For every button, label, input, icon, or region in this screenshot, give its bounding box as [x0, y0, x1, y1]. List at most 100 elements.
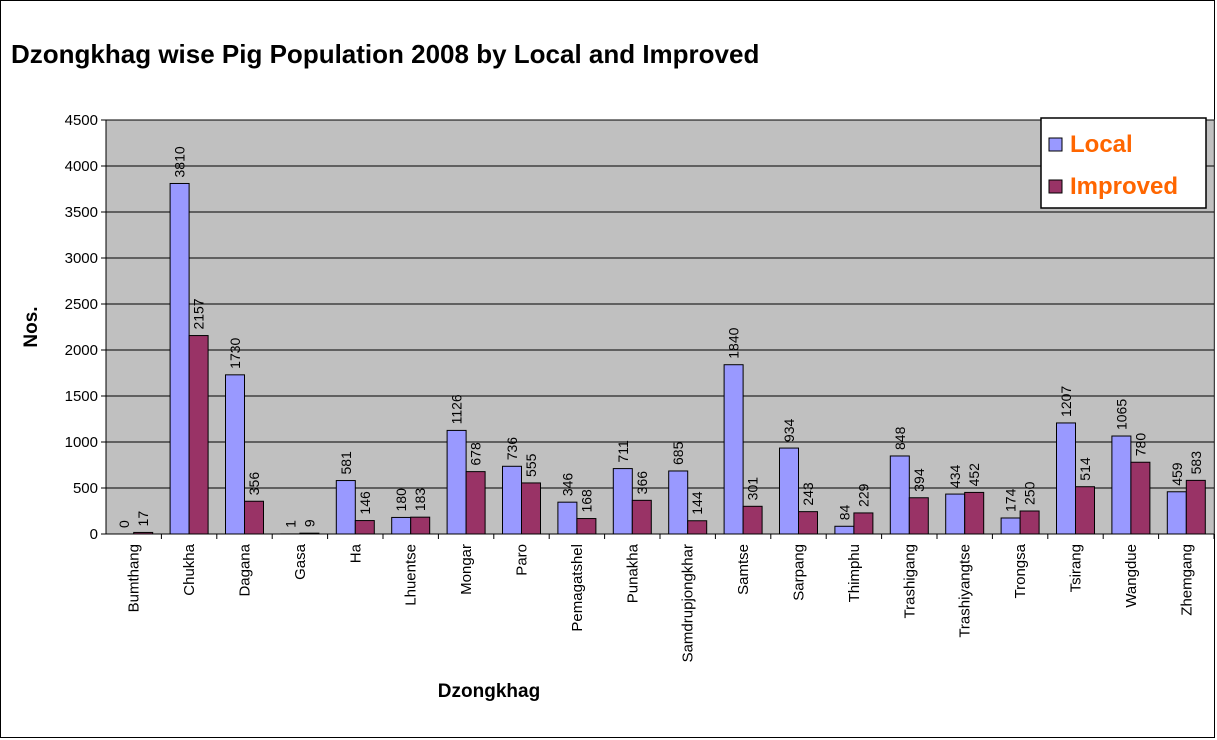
data-label: 9 [301, 519, 317, 527]
bar-improved [798, 511, 818, 535]
bar-improved [1185, 479, 1206, 535]
bar-local [1056, 422, 1076, 535]
data-label: 934 [781, 418, 797, 442]
x-tick-label: Punakha [624, 543, 641, 603]
data-label: 434 [947, 464, 963, 488]
x-tick-label: Samdrupjongkhar [680, 544, 697, 662]
bar-local [557, 501, 578, 535]
bar-local [668, 470, 689, 535]
x-tick-label: Wangdue [1123, 544, 1140, 608]
data-label: 174 [1003, 488, 1019, 512]
bar-local [502, 465, 522, 535]
bar-improved [521, 482, 541, 535]
bar-improved [742, 505, 763, 535]
bar-improved [1075, 486, 1095, 535]
y-tick-label: 500 [73, 480, 98, 497]
data-label: 1 [282, 520, 298, 528]
legend-label-local: Local [1070, 131, 1133, 158]
data-label: 583 [1188, 451, 1204, 475]
data-label: 243 [800, 482, 816, 506]
y-axis-title: Nos. [21, 306, 42, 347]
x-tick-label: Mongar [458, 544, 475, 595]
data-label: 1065 [1113, 399, 1129, 430]
data-label: 1840 [726, 327, 742, 358]
data-label: 2157 [191, 298, 207, 329]
data-label: 555 [523, 453, 539, 477]
data-label: 366 [634, 471, 650, 495]
bar-local [834, 525, 855, 535]
data-label: 180 [393, 488, 409, 512]
legend-box [1040, 117, 1207, 209]
data-label: 356 [246, 472, 262, 496]
data-label: 250 [1022, 481, 1038, 505]
data-label: 780 [1132, 433, 1148, 457]
bar-local [169, 182, 190, 535]
bar-improved [964, 491, 985, 535]
chart-title: Dzongkhag wise Pig Population 2008 by Lo… [11, 39, 760, 69]
x-tick-label: Bumthang [126, 544, 143, 612]
x-tick-label: Trashigang [901, 544, 918, 619]
legend-swatch-improved [1048, 179, 1063, 194]
x-tick-label: Sarpang [791, 544, 808, 601]
x-tick-label: Gasa [292, 543, 309, 580]
bar-improved [687, 520, 708, 535]
y-tick-label: 4500 [65, 112, 98, 129]
bar-local [391, 516, 412, 535]
data-label: 1207 [1058, 386, 1074, 417]
bar-local [1000, 517, 1021, 535]
bar-improved [908, 497, 929, 535]
bar-local [779, 447, 799, 535]
x-tick-label: Samtse [735, 544, 752, 595]
bar-improved [188, 335, 209, 535]
data-label: 301 [745, 477, 761, 501]
y-tick-label: 2000 [65, 342, 98, 359]
x-tick-label: Trashiyangtse [957, 544, 974, 638]
y-tick-label: 4000 [65, 158, 98, 175]
x-tick-label: Paro [514, 544, 531, 576]
x-tick-label: Ha [347, 543, 364, 563]
data-label: 1730 [227, 337, 243, 368]
data-label: 146 [357, 491, 373, 515]
bar-local [335, 480, 356, 535]
legend-swatch-local [1048, 137, 1063, 152]
bar-improved [465, 471, 486, 535]
data-label: 144 [689, 491, 705, 515]
bar-improved [576, 518, 597, 535]
bar-local [889, 455, 910, 535]
data-label: 229 [855, 483, 871, 507]
y-tick-label: 2500 [65, 296, 98, 313]
bar-improved [1130, 461, 1151, 535]
bar-improved [631, 499, 652, 535]
bar-improved [244, 500, 264, 535]
y-tick-label: 3500 [65, 204, 98, 221]
bar-improved [1019, 510, 1040, 535]
data-label: 452 [966, 463, 982, 487]
data-label: 183 [412, 488, 428, 512]
bar-local [1111, 435, 1132, 535]
x-tick-label: Zhemgang [1178, 544, 1195, 616]
bar-local [723, 364, 744, 535]
bar-local [612, 468, 633, 535]
bar-improved [853, 512, 874, 535]
bar-improved [354, 520, 375, 535]
bar-local [225, 374, 245, 535]
x-tick-label: Trongsa [1012, 543, 1029, 598]
data-label: 685 [670, 441, 686, 465]
data-label: 3810 [172, 146, 188, 177]
x-tick-label: Dagana [237, 543, 254, 596]
bar-improved [410, 516, 431, 535]
y-tick-label: 1500 [65, 388, 98, 405]
bar-local [945, 493, 966, 535]
data-label: 84 [836, 504, 852, 520]
data-label: 346 [559, 473, 575, 497]
legend-label-improved: Improved [1070, 173, 1178, 200]
data-label: 168 [578, 489, 594, 513]
x-tick-label: Chukha [181, 543, 198, 595]
data-label: 848 [892, 426, 908, 450]
data-label: 459 [1169, 462, 1185, 486]
data-label: 394 [911, 468, 927, 492]
bar-improved [299, 532, 320, 535]
data-label: 17 [135, 511, 151, 527]
data-label: 581 [338, 451, 354, 475]
